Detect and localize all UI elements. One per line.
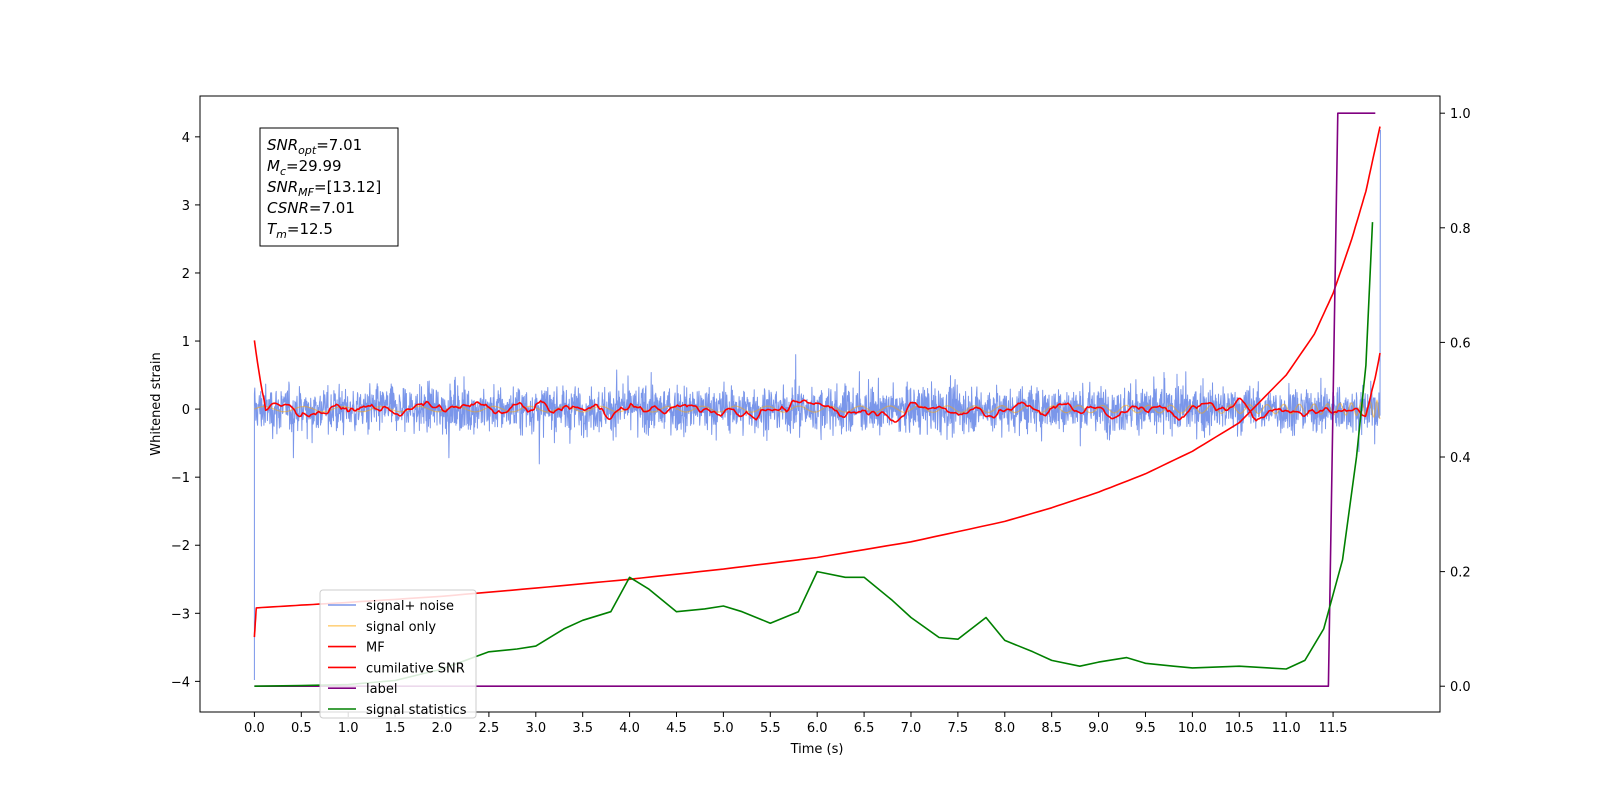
series-signal-only: [254, 399, 1381, 420]
y-tick-label-left: −4: [171, 675, 190, 690]
y-axis-right: 1.0 0.8 0.6 0.4 0.2 0.0: [1440, 107, 1471, 695]
annotation-box: SNRopt=7.01Mc=29.99SNRMF=[13.12]CSNR=7.0…: [259, 127, 399, 247]
x-tick-label: 10.0: [1178, 721, 1207, 736]
x-tick-label: 4.0: [619, 721, 640, 736]
legend-label: label: [366, 682, 397, 697]
y-tick-label-left: 0: [182, 403, 190, 418]
y-tick-label-left: 2: [182, 267, 190, 282]
annotation-line: CSNR=7.01: [267, 199, 355, 217]
y-tick-label-right: 0.4: [1450, 451, 1471, 466]
y-tick-label-left: −3: [171, 607, 190, 622]
x-axis: 0.0 0.5 1.0 1.5 2.0 2.5 3.0 3.5 4.0 4.5 5.0 5.5 6.0 6…: [244, 712, 1348, 736]
x-tick-label: 1.0: [338, 721, 359, 736]
x-tick-label: 3.0: [525, 721, 546, 736]
x-tick-label: 3.5: [572, 721, 593, 736]
legend-label: signal+ noise: [366, 599, 454, 614]
series-signal-statistics: [254, 222, 1374, 687]
series-mf: [253, 340, 1381, 423]
x-tick-label: 7.0: [901, 721, 922, 736]
x-tick-label: 10.5: [1225, 721, 1254, 736]
y-axis-label: Whitened strain: [149, 352, 164, 455]
y-tick-label-left: 1: [182, 335, 190, 350]
annotation-line: Mc=29.99: [267, 157, 342, 178]
x-tick-label: 11.0: [1272, 721, 1301, 736]
series-label: [254, 112, 1376, 687]
y-tick-label-right: 0.8: [1450, 222, 1471, 237]
x-tick-label: 5.5: [760, 721, 781, 736]
y-tick-label-right: 1.0: [1450, 107, 1471, 122]
x-tick-label: 8.5: [1041, 721, 1062, 736]
y-tick-label-right: 0.0: [1450, 680, 1471, 695]
x-axis-label: Time (s): [790, 742, 844, 757]
x-tick-label: 11.5: [1319, 721, 1348, 736]
x-tick-label: 9.0: [1088, 721, 1109, 736]
y-tick-label-right: 0.2: [1450, 566, 1471, 581]
plot-frame: [199, 95, 1441, 713]
legend-label: MF: [366, 641, 385, 656]
x-tick-label: 4.5: [666, 721, 687, 736]
y-axis-left: 4 3 2 1 0 −1 −2 −3 −4: [171, 131, 200, 690]
series-cumilative-snr: [253, 126, 1381, 638]
legend-label: signal only: [366, 620, 436, 635]
x-tick-label: 6.5: [854, 721, 875, 736]
x-tick-label: 9.5: [1135, 721, 1156, 736]
annotation-line: SNRopt=7.01: [267, 136, 362, 157]
x-tick-label: 5.0: [713, 721, 734, 736]
x-tick-label: 0.0: [244, 721, 265, 736]
x-tick-label: 0.5: [291, 721, 312, 736]
x-tick-label: 2.5: [479, 721, 500, 736]
legend: signal+ noise signal only MF cumilative SNR…: [319, 589, 477, 719]
x-tick-label: 2.0: [432, 721, 453, 736]
x-tick-label: 6.0: [807, 721, 828, 736]
annotation-line: Tm=12.5: [267, 220, 333, 241]
y-tick-label-left: −2: [171, 539, 190, 554]
y-tick-label-right: 0.6: [1450, 336, 1471, 351]
x-tick-label: 7.5: [948, 721, 969, 736]
x-tick-label: 1.5: [385, 721, 406, 736]
annotation-line: SNRMF=[13.12]: [267, 178, 381, 199]
y-tick-label-left: 4: [182, 131, 190, 146]
legend-label: cumilative SNR: [366, 661, 465, 676]
y-tick-label-left: −1: [171, 471, 190, 486]
x-tick-label: 8.0: [994, 721, 1015, 736]
y-tick-label-left: 3: [182, 199, 190, 214]
legend-label: signal statistics: [366, 703, 467, 718]
